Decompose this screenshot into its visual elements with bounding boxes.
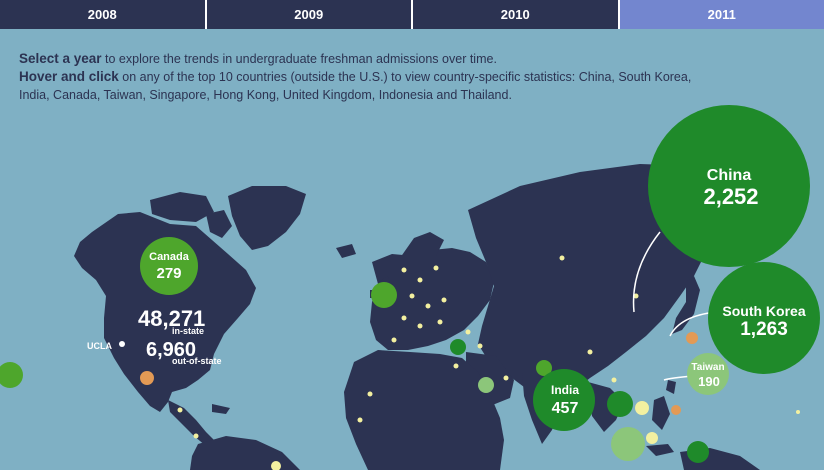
us-outofstate-label: out-of-state [172, 356, 222, 366]
intro-line-1-bold: Select a year [19, 51, 102, 66]
bubble-taiwan[interactable]: Taiwan 190 [687, 353, 729, 395]
tab-2008[interactable]: 2008 [0, 0, 207, 29]
north-america [74, 212, 256, 412]
taiwan-value: 190 [698, 374, 720, 389]
bubble-india[interactable]: India 457 [533, 369, 595, 431]
china-name: China [707, 167, 752, 184]
year-tab-bar: 2008 2009 2010 2011 [0, 0, 824, 29]
bubble-china[interactable]: China 2,252 [648, 105, 810, 267]
minor-country-bubbles[interactable] [0, 282, 709, 470]
intro-text: Select a year to explore the trends in u… [19, 50, 719, 104]
bubble-mexico[interactable] [140, 371, 154, 385]
arctic-islands [150, 192, 214, 222]
china-value: 2,252 [703, 184, 758, 209]
bubble-canada[interactable]: Canada 279 [140, 237, 198, 295]
taiwan-name: Taiwan [691, 362, 724, 373]
greenland [228, 186, 306, 250]
intro-line-2-bold: Hover and click [19, 69, 119, 84]
bubble-singapore[interactable] [687, 441, 709, 463]
south-america [190, 436, 300, 470]
tab-2009[interactable]: 2009 [206, 0, 413, 29]
bubble-japan[interactable] [686, 332, 698, 344]
canada-name: Canada [149, 251, 190, 263]
city-dots [119, 255, 800, 439]
intro-line-1: Select a year to explore the trends in u… [19, 50, 719, 68]
us-instate-value: 48,271 [138, 306, 205, 331]
bubble-south-korea[interactable]: South Korea 1,263 [708, 262, 820, 374]
bubble-europe-east[interactable] [450, 339, 466, 355]
bubble-africa[interactable] [271, 461, 281, 470]
africa [344, 350, 504, 470]
bubble-thailand[interactable] [635, 401, 649, 415]
bubble-hong-kong[interactable] [607, 391, 633, 417]
bubble-middle-east[interactable] [478, 377, 494, 393]
us-instate-label: in-state [172, 326, 204, 336]
south-korea-value: 1,263 [740, 319, 788, 340]
india-value: 457 [552, 400, 579, 417]
tab-2011[interactable]: 2011 [619, 0, 824, 29]
india-name: India [551, 383, 579, 397]
bubble-pacific[interactable] [536, 360, 552, 376]
bubble-uk[interactable] [371, 282, 397, 308]
us-outofstate-value: 6,960 [146, 339, 196, 361]
bubble-indonesia[interactable] [611, 427, 645, 461]
europe [370, 248, 494, 350]
bubble-malaysia[interactable] [646, 432, 658, 444]
intro-line-2-rest: on any of the top 10 countries (outside … [19, 70, 692, 102]
bubble-philippines[interactable] [671, 405, 681, 415]
us-statistics: 48,271 in-state 6,960 out-of-state UCLA [87, 306, 222, 366]
tab-2010[interactable]: 2010 [413, 0, 620, 29]
ucla-label: UCLA [87, 341, 112, 351]
intro-line-2: Hover and click on any of the top 10 cou… [19, 68, 719, 104]
intro-line-1-rest: to explore the trends in undergraduate f… [101, 52, 497, 66]
south-korea-name: South Korea [722, 303, 805, 319]
bubble-west-pacific[interactable] [0, 362, 23, 388]
canada-value: 279 [156, 265, 181, 282]
